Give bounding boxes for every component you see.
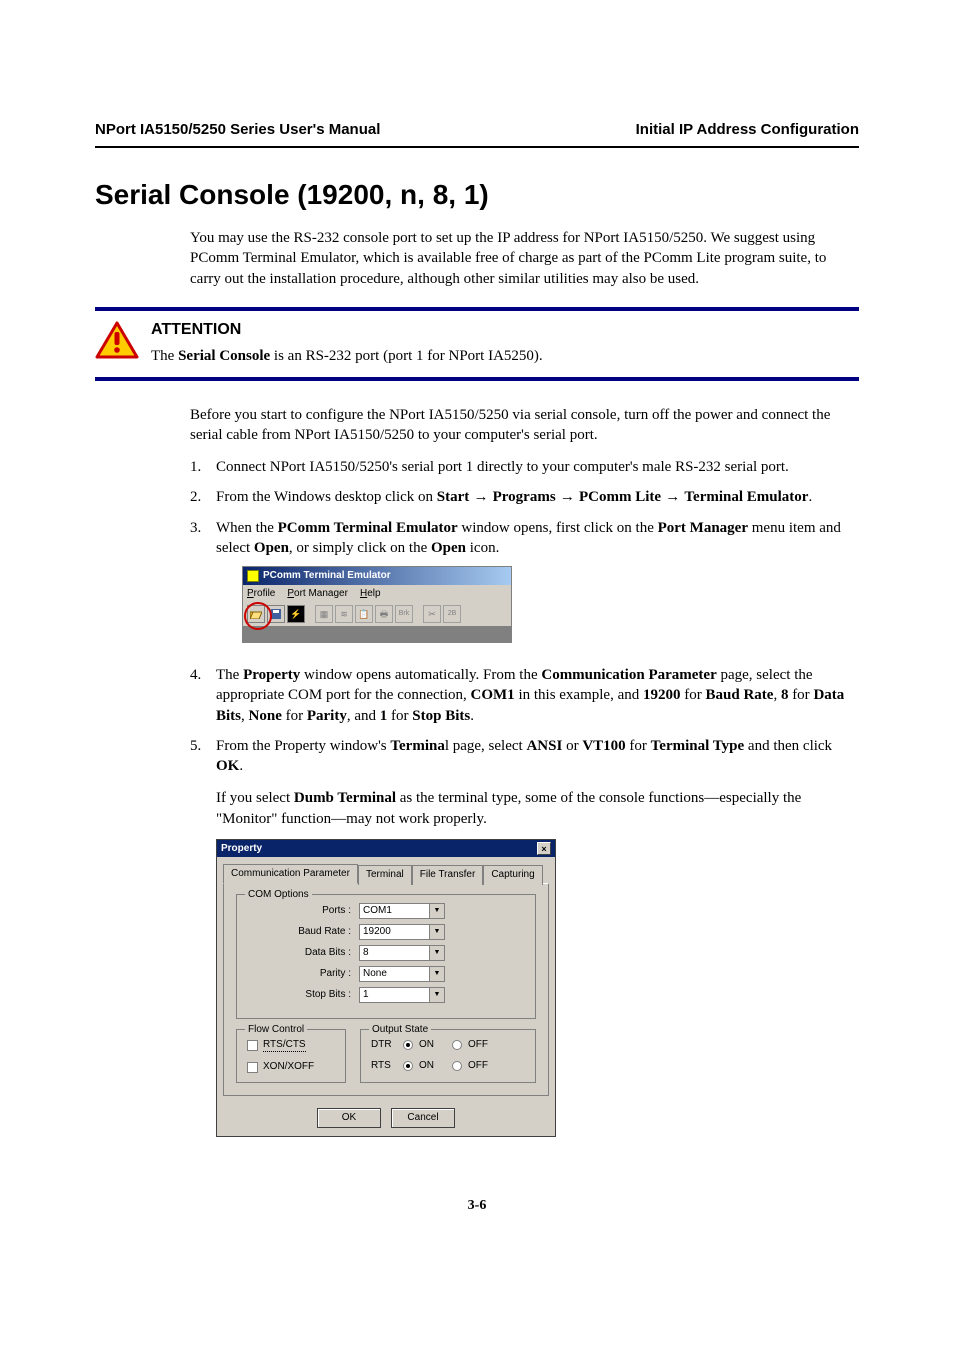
disconnect-icon[interactable]: ✂: [423, 605, 441, 623]
step-1: 1. Connect NPort IA5150/5250's serial po…: [190, 457, 859, 477]
header-right: Initial IP Address Configuration: [636, 120, 859, 140]
parity-select[interactable]: ▼: [359, 966, 445, 982]
open-icon[interactable]: [247, 605, 265, 623]
ports-label: Ports :: [247, 904, 359, 918]
attention-callout: ATTENTION The Serial Console is an RS-23…: [95, 307, 859, 381]
tool-icon-1[interactable]: ▦: [315, 605, 333, 623]
baud-label: Baud Rate :: [247, 925, 359, 939]
header-left: NPort IA5150/5250 Series User's Manual: [95, 120, 380, 140]
databits-select[interactable]: ▼: [359, 945, 445, 961]
tool-icon-2b[interactable]: 2B: [443, 605, 461, 623]
pre-steps-paragraph: Before you start to configure the NPort …: [190, 405, 859, 446]
page-header: NPort IA5150/5250 Series User's Manual I…: [95, 120, 859, 148]
tab-capturing[interactable]: Capturing: [483, 865, 542, 885]
pcomm-titlebar: PComm Terminal Emulator: [243, 567, 511, 585]
menu-help[interactable]: Help: [360, 587, 381, 601]
databits-label: Data Bits :: [247, 946, 359, 960]
baud-select[interactable]: ▼: [359, 924, 445, 940]
tool-icon-3[interactable]: 📋: [355, 605, 373, 623]
page-number: 3-6: [95, 1197, 859, 1216]
menu-profile[interactable]: Profile: [247, 587, 275, 601]
xonxoff-checkbox[interactable]: [247, 1062, 258, 1073]
chevron-down-icon[interactable]: ▼: [429, 945, 445, 961]
pcomm-menubar: Profile Port Manager Help: [243, 585, 511, 603]
chevron-down-icon[interactable]: ▼: [429, 924, 445, 940]
steps-list: 1. Connect NPort IA5150/5250's serial po…: [190, 457, 859, 1149]
ok-button[interactable]: OK: [317, 1108, 381, 1128]
rts-off-radio[interactable]: [452, 1061, 462, 1071]
cancel-button[interactable]: Cancel: [391, 1108, 455, 1128]
output-state-group: Output State DTR ON OFF RTS ON: [360, 1029, 536, 1083]
parity-label: Parity :: [247, 967, 359, 981]
property-titlebar: Property ×: [217, 840, 555, 858]
pcomm-app-icon: [247, 570, 259, 582]
stopbits-select[interactable]: ▼: [359, 987, 445, 1003]
rtscts-checkbox[interactable]: [247, 1040, 258, 1051]
stopbits-label: Stop Bits :: [247, 988, 359, 1002]
dtr-off-radio[interactable]: [452, 1040, 462, 1050]
ports-select[interactable]: ▼: [359, 903, 445, 919]
step-3: 3. When the PComm Terminal Emulator wind…: [190, 518, 859, 656]
step-4: 4. The Property window opens automatical…: [190, 665, 859, 726]
intro-paragraph: You may use the RS-232 console port to s…: [190, 228, 859, 289]
flow-control-group: Flow Control RTS/CTS XON/XOFF: [236, 1029, 346, 1083]
pcomm-screenshot: PComm Terminal Emulator Profile Port Man…: [242, 566, 859, 643]
rts-on-radio[interactable]: [403, 1061, 413, 1071]
tab-file-transfer[interactable]: File Transfer: [412, 865, 484, 885]
pcomm-client-area: [243, 626, 511, 642]
dialog-buttons: OK Cancel: [217, 1102, 555, 1136]
tool-icon-2[interactable]: ≋: [335, 605, 353, 623]
attention-title: ATTENTION: [151, 319, 859, 341]
attention-body: The Serial Console is an RS-232 port (po…: [151, 346, 859, 366]
brk-button[interactable]: Brk: [395, 605, 413, 623]
step-2: 2. From the Windows desktop click on Sta…: [190, 487, 859, 507]
pcomm-toolbar: ⚡ ▦ ≋ 📋 🖶 Brk ✂ 2B: [243, 602, 511, 626]
property-tabs: Communication Parameter Terminal File Tr…: [217, 857, 555, 883]
chevron-down-icon[interactable]: ▼: [429, 903, 445, 919]
menu-port-manager[interactable]: Port Manager: [287, 587, 348, 601]
dtr-on-radio[interactable]: [403, 1040, 413, 1050]
warning-icon: [95, 321, 139, 359]
chevron-down-icon[interactable]: ▼: [429, 987, 445, 1003]
tab-terminal[interactable]: Terminal: [358, 865, 412, 885]
tool-icon-4[interactable]: 🖶: [375, 605, 393, 623]
page-title: Serial Console (19200, n, 8, 1): [95, 176, 859, 214]
connect-icon[interactable]: ⚡: [287, 605, 305, 623]
tab-comm-param[interactable]: Communication Parameter: [223, 864, 358, 884]
property-panel: COM Options Ports : ▼ Baud Rate : ▼ Data…: [223, 883, 549, 1096]
property-dialog-screenshot: Property × Communication Parameter Termi…: [216, 839, 859, 1137]
com-options-group: COM Options Ports : ▼ Baud Rate : ▼ Data…: [236, 894, 536, 1019]
chevron-down-icon[interactable]: ▼: [429, 966, 445, 982]
step-5: 5. From the Property window's Terminal p…: [190, 736, 859, 1149]
close-icon[interactable]: ×: [537, 842, 551, 855]
